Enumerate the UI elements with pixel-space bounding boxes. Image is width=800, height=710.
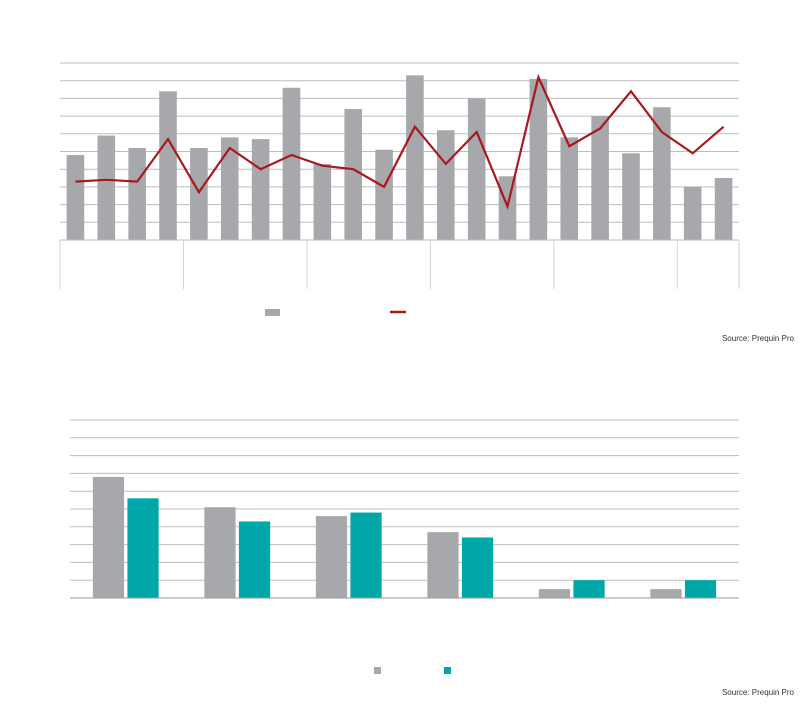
bar: [313, 163, 332, 240]
combo-bar-line-chart: [59, 62, 740, 316]
bar: [204, 507, 236, 598]
bar: [97, 135, 116, 240]
bar: [683, 186, 702, 240]
bar: [127, 498, 159, 598]
bar: [650, 589, 682, 598]
bar: [591, 116, 609, 240]
source-note-bottom: Source: Prequin Pro: [721, 688, 794, 697]
bar: [220, 137, 239, 240]
bar: [573, 580, 605, 598]
bar: [684, 580, 717, 598]
bar: [66, 155, 85, 240]
bar: [406, 75, 424, 240]
source-note-top: Source: Prequin Pro: [721, 334, 794, 343]
bar: [529, 78, 548, 241]
legend-swatch-gray: [374, 667, 381, 674]
legend-swatch-bars: [265, 309, 280, 316]
bar: [282, 87, 301, 240]
bar: [538, 589, 571, 598]
bar: [467, 98, 486, 241]
bar: [344, 109, 363, 241]
bar: [560, 137, 579, 240]
bar: [92, 476, 125, 598]
bar: [427, 532, 459, 598]
bar: [251, 139, 270, 240]
bar: [375, 149, 393, 240]
bar: [315, 516, 348, 598]
bar: [159, 91, 177, 240]
bar: [622, 153, 640, 240]
legend-swatch-teal: [444, 667, 451, 674]
bar: [461, 537, 494, 598]
bar: [350, 512, 382, 598]
bar: [653, 107, 671, 240]
bar: [238, 521, 271, 598]
line-series: [75, 73, 725, 210]
bar: [128, 147, 146, 240]
bar: [714, 178, 733, 240]
